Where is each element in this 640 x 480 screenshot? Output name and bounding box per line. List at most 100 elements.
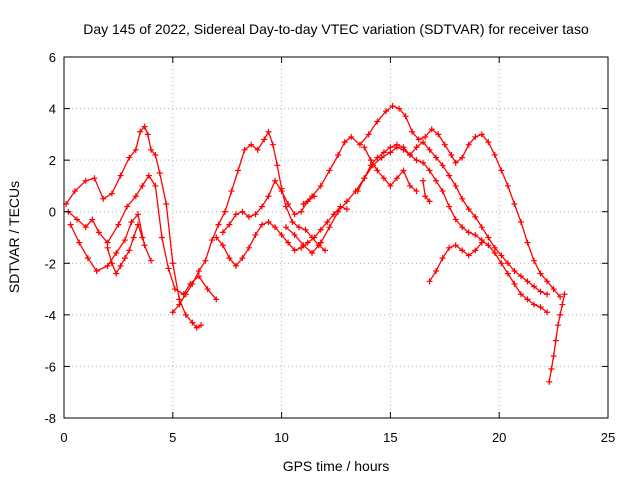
data-point bbox=[433, 177, 440, 184]
data-point bbox=[148, 146, 155, 153]
data-point bbox=[82, 177, 89, 184]
data-point bbox=[426, 278, 433, 285]
series-arc-10 bbox=[361, 144, 420, 195]
x-tick-label: 15 bbox=[383, 430, 397, 445]
data-point bbox=[393, 141, 400, 148]
data-point bbox=[235, 167, 242, 174]
y-tick-label: -6 bbox=[44, 359, 56, 374]
data-point bbox=[202, 257, 209, 264]
data-point bbox=[82, 224, 89, 231]
data-point bbox=[245, 244, 252, 251]
data-point bbox=[548, 366, 555, 373]
data-point bbox=[439, 255, 446, 262]
data-point bbox=[219, 229, 226, 236]
data-point bbox=[559, 301, 566, 308]
y-tick-label: 0 bbox=[49, 205, 56, 220]
data-point bbox=[254, 146, 261, 153]
data-point bbox=[171, 286, 178, 293]
data-point bbox=[145, 172, 152, 179]
data-point bbox=[400, 144, 407, 151]
data-point bbox=[84, 255, 91, 262]
series-arc-13 bbox=[546, 291, 568, 385]
data-point bbox=[413, 144, 420, 151]
data-point bbox=[285, 239, 292, 246]
data-point bbox=[422, 133, 429, 140]
data-point bbox=[228, 188, 235, 195]
data-point bbox=[176, 296, 183, 303]
data-point bbox=[485, 242, 492, 249]
data-point bbox=[504, 182, 511, 189]
data-point bbox=[504, 260, 511, 267]
data-point bbox=[113, 270, 120, 277]
data-point bbox=[561, 291, 568, 298]
data-point bbox=[426, 146, 433, 153]
data-point bbox=[374, 167, 381, 174]
data-point bbox=[317, 239, 324, 246]
data-point bbox=[446, 244, 453, 251]
data-point bbox=[491, 151, 498, 158]
data-point bbox=[204, 286, 211, 293]
data-point bbox=[420, 159, 427, 166]
series-arc-14 bbox=[104, 221, 146, 277]
data-point bbox=[189, 280, 196, 287]
data-point bbox=[524, 239, 531, 246]
data-point bbox=[544, 291, 551, 298]
data-point bbox=[259, 203, 266, 210]
data-point bbox=[104, 244, 111, 251]
data-point bbox=[215, 221, 222, 228]
data-point bbox=[324, 219, 331, 226]
series-arc-11 bbox=[426, 239, 485, 285]
data-point bbox=[420, 177, 427, 184]
data-point bbox=[367, 157, 374, 164]
series-arc-3 bbox=[67, 211, 155, 275]
data-point bbox=[354, 188, 361, 195]
data-point bbox=[420, 139, 427, 146]
data-point bbox=[383, 108, 390, 115]
data-point bbox=[343, 198, 350, 205]
data-point bbox=[465, 229, 472, 236]
data-point bbox=[304, 239, 311, 246]
x-axis-label: GPS time / hours bbox=[283, 458, 390, 474]
data-point bbox=[311, 234, 318, 241]
data-point bbox=[485, 139, 492, 146]
series-arc-8 bbox=[300, 102, 564, 300]
series-arc-5 bbox=[213, 203, 350, 269]
data-series bbox=[63, 102, 568, 385]
data-point bbox=[426, 198, 433, 205]
data-point bbox=[367, 162, 374, 169]
data-point bbox=[298, 208, 305, 215]
data-point bbox=[158, 234, 165, 241]
data-point bbox=[132, 146, 139, 153]
data-point bbox=[446, 203, 453, 210]
data-point bbox=[309, 249, 316, 256]
data-point bbox=[195, 268, 202, 275]
data-point bbox=[498, 260, 505, 267]
data-point bbox=[126, 154, 133, 161]
data-point bbox=[413, 188, 420, 195]
data-point bbox=[67, 221, 74, 228]
y-tick-label: 6 bbox=[49, 50, 56, 65]
data-point bbox=[537, 270, 544, 277]
chart-title: Day 145 of 2022, Sidereal Day-to-day VTE… bbox=[83, 21, 589, 37]
data-point bbox=[130, 234, 137, 241]
data-point bbox=[374, 154, 381, 161]
data-point bbox=[132, 193, 139, 200]
data-point bbox=[517, 219, 524, 226]
data-point bbox=[148, 257, 155, 264]
data-point bbox=[406, 151, 413, 158]
data-point bbox=[478, 131, 485, 138]
data-point bbox=[317, 226, 324, 233]
series-line bbox=[172, 131, 326, 313]
data-point bbox=[163, 200, 170, 207]
data-point bbox=[557, 293, 564, 300]
y-tick-label: 4 bbox=[49, 102, 56, 117]
data-point bbox=[517, 273, 524, 280]
data-point bbox=[459, 195, 466, 202]
data-point bbox=[524, 278, 531, 285]
data-point bbox=[121, 255, 128, 262]
data-point bbox=[104, 262, 111, 269]
data-point bbox=[322, 247, 329, 254]
data-point bbox=[219, 242, 226, 249]
series-arc-12 bbox=[420, 177, 433, 205]
